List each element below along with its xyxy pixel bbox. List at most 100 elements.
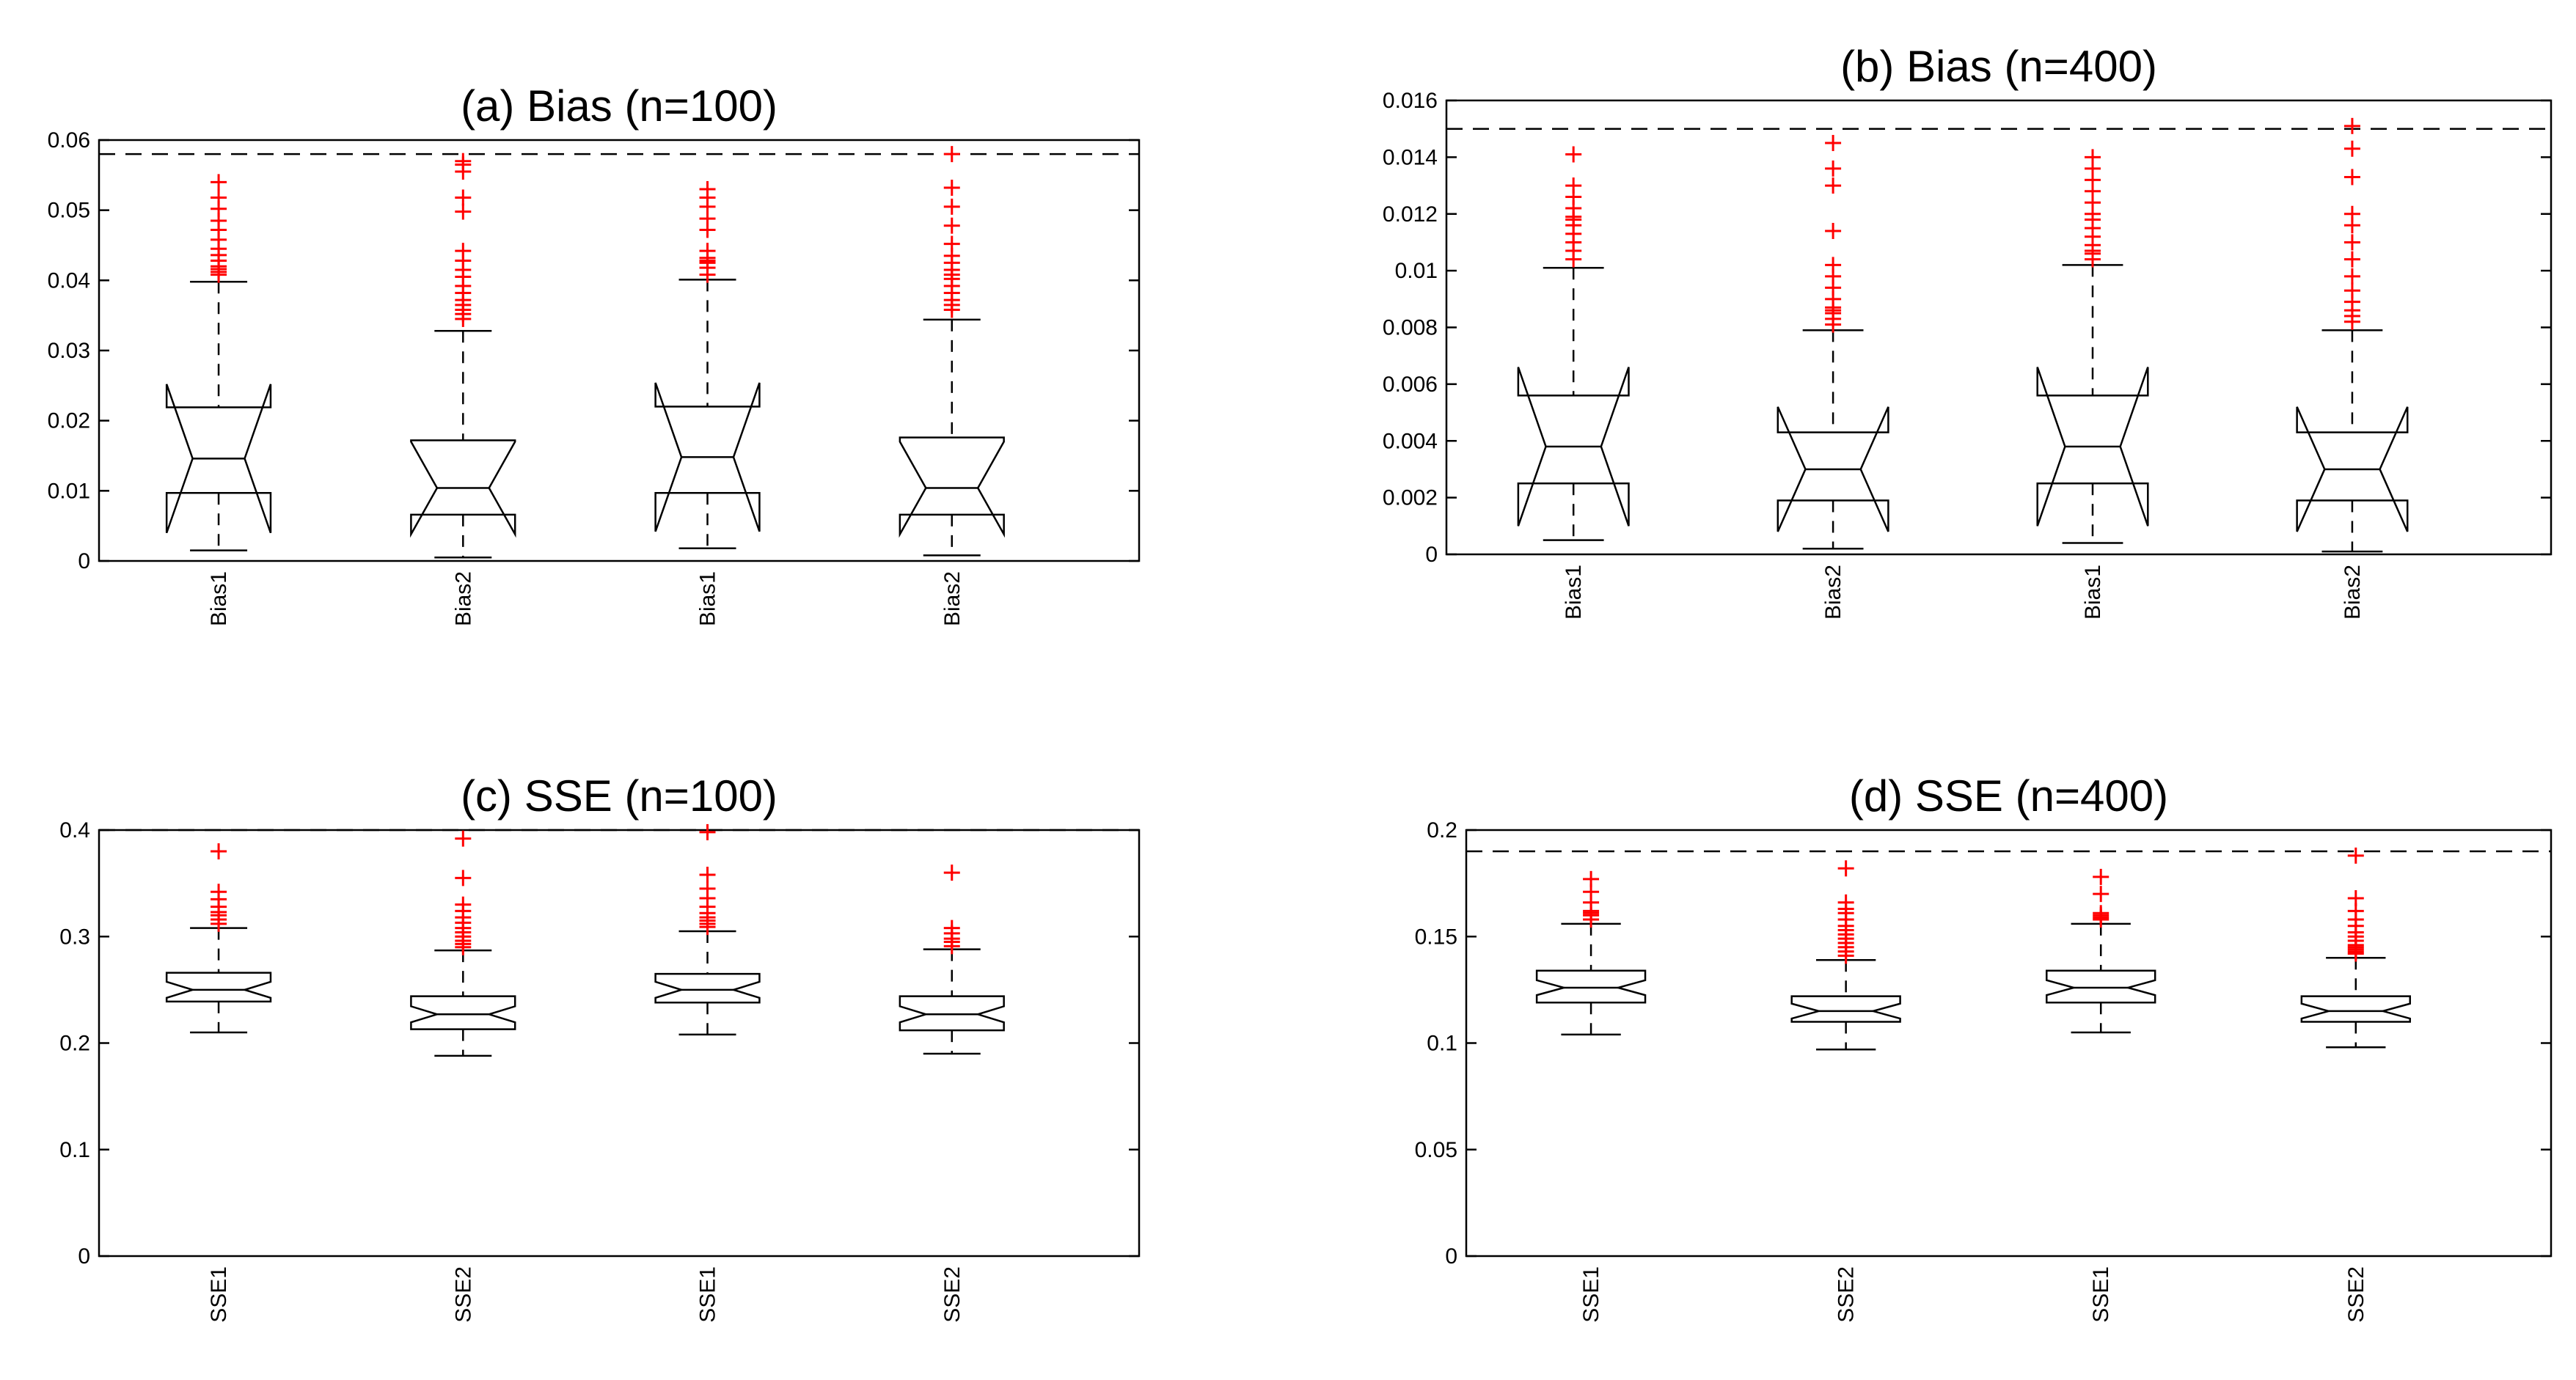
category-label: Bias2 xyxy=(2341,565,2365,620)
category-label: SSE2 xyxy=(2344,1266,2368,1323)
y-tick-label: 0.006 xyxy=(1383,372,1438,397)
category-label: Bias1 xyxy=(1562,565,1586,620)
outlier-marker xyxy=(1825,135,1842,152)
outlier-marker xyxy=(1825,257,1842,274)
box-4 xyxy=(899,865,1005,1055)
notched-box xyxy=(1790,995,1901,1023)
outlier-marker xyxy=(211,843,227,860)
y-tick-label: 0.04 xyxy=(48,268,90,293)
box-1 xyxy=(1517,146,1630,541)
category-label: SSE2 xyxy=(940,1266,965,1323)
box-1 xyxy=(1535,870,1647,1036)
y-tick-label: 0.2 xyxy=(59,1032,90,1056)
outlier-marker xyxy=(1837,860,1854,877)
outlier-marker xyxy=(1583,870,1600,887)
outlier-marker xyxy=(1565,177,1582,194)
box-2 xyxy=(410,830,516,1057)
box-3 xyxy=(654,180,761,550)
y-tick-label: 0.15 xyxy=(1415,925,1457,949)
chart-panel-4: (d) SSE (n=400) 0 0.05 0.1 0.15 0.2 SSE1 SSE2 SS… xyxy=(1415,771,2553,1323)
outlier-marker xyxy=(943,198,960,215)
outlier-marker xyxy=(2343,169,2360,186)
y-tick-label: 0 xyxy=(1445,1244,1457,1269)
y-tick-label: 0.2 xyxy=(1427,818,1457,843)
outlier-marker xyxy=(699,880,716,897)
y-tick-label: 0.3 xyxy=(59,925,90,949)
outlier-marker xyxy=(2343,268,2360,285)
outlier-marker xyxy=(455,153,472,169)
box-4 xyxy=(899,146,1005,557)
y-tick-label: 0.05 xyxy=(1415,1138,1457,1162)
outlier-marker xyxy=(455,830,472,847)
notched-box xyxy=(1535,969,1647,1004)
outlier-marker xyxy=(1565,146,1582,163)
chart-panel-3: (c) SSE (n=100) 0 0.1 0.2 0.3 0.4 SSE1 SSE2 SSE1… xyxy=(59,771,1141,1323)
outlier-marker xyxy=(699,180,716,197)
y-tick-label: 0.012 xyxy=(1383,202,1438,227)
box-3 xyxy=(2046,868,2156,1034)
category-label: Bias1 xyxy=(696,571,720,626)
category-label: Bias2 xyxy=(940,571,965,626)
box-3 xyxy=(2036,149,2149,544)
box-2 xyxy=(1777,135,1889,550)
outlier-marker xyxy=(2347,847,2364,864)
y-tick-label: 0.01 xyxy=(48,479,90,503)
y-tick-label: 0.002 xyxy=(1383,486,1438,510)
box-2 xyxy=(410,153,516,559)
outlier-marker xyxy=(455,243,472,260)
outlier-marker xyxy=(211,884,227,900)
outlier-marker xyxy=(1825,222,1842,239)
notched-box xyxy=(165,972,272,1003)
outlier-marker xyxy=(2093,868,2110,885)
outlier-marker xyxy=(699,867,716,884)
outlier-marker xyxy=(2343,205,2360,222)
notched-box xyxy=(410,995,516,1030)
y-tick-label: 0.1 xyxy=(1427,1032,1457,1056)
chart-title: (a) Bias (n=100) xyxy=(461,81,777,131)
notched-box xyxy=(654,972,761,1004)
outlier-marker xyxy=(943,180,960,197)
outlier-marker xyxy=(455,896,472,913)
outlier-marker xyxy=(943,865,960,881)
outlier-marker xyxy=(1837,894,1854,911)
category-label: SSE2 xyxy=(451,1266,475,1323)
outlier-marker xyxy=(1825,160,1842,177)
outlier-marker xyxy=(455,189,472,206)
category-label: Bias1 xyxy=(207,571,231,626)
y-tick-label: 0.01 xyxy=(1395,259,1438,283)
y-tick-label: 0.1 xyxy=(59,1138,90,1162)
outlier-marker xyxy=(943,920,960,936)
chart-title: (b) Bias (n=400) xyxy=(1840,42,2157,91)
outlier-marker xyxy=(699,243,716,260)
category-label: Bias2 xyxy=(1821,565,1845,620)
y-tick-label: 0 xyxy=(78,1244,90,1269)
category-label: SSE1 xyxy=(696,1266,720,1323)
notched-box xyxy=(899,436,1005,538)
y-tick-label: 0.02 xyxy=(48,409,90,433)
outlier-marker xyxy=(2085,149,2101,166)
box-2 xyxy=(1790,860,1901,1051)
outlier-marker xyxy=(211,189,227,206)
outlier-marker xyxy=(2343,251,2360,268)
y-tick-label: 0.016 xyxy=(1383,89,1438,113)
outlier-marker xyxy=(943,235,960,252)
notched-box xyxy=(899,995,1005,1032)
box-3 xyxy=(654,823,761,1036)
outlier-marker xyxy=(699,823,716,840)
outlier-marker xyxy=(455,203,472,220)
notched-box xyxy=(2046,969,2156,1004)
category-label: Bias1 xyxy=(2081,565,2105,620)
y-tick-label: 0.4 xyxy=(59,818,90,843)
outlier-marker xyxy=(943,217,960,234)
outlier-marker xyxy=(2343,117,2360,134)
y-tick-label: 0 xyxy=(78,549,90,573)
category-label: SSE2 xyxy=(1834,1266,1859,1323)
box-4 xyxy=(2296,117,2409,553)
category-label: Bias2 xyxy=(451,571,475,626)
box-1 xyxy=(165,843,272,1034)
chart-title: (c) SSE (n=100) xyxy=(461,771,777,821)
y-tick-label: 0.05 xyxy=(48,199,90,223)
category-label: SSE1 xyxy=(2089,1266,2113,1323)
chart-title: (d) SSE (n=400) xyxy=(1849,771,2168,821)
